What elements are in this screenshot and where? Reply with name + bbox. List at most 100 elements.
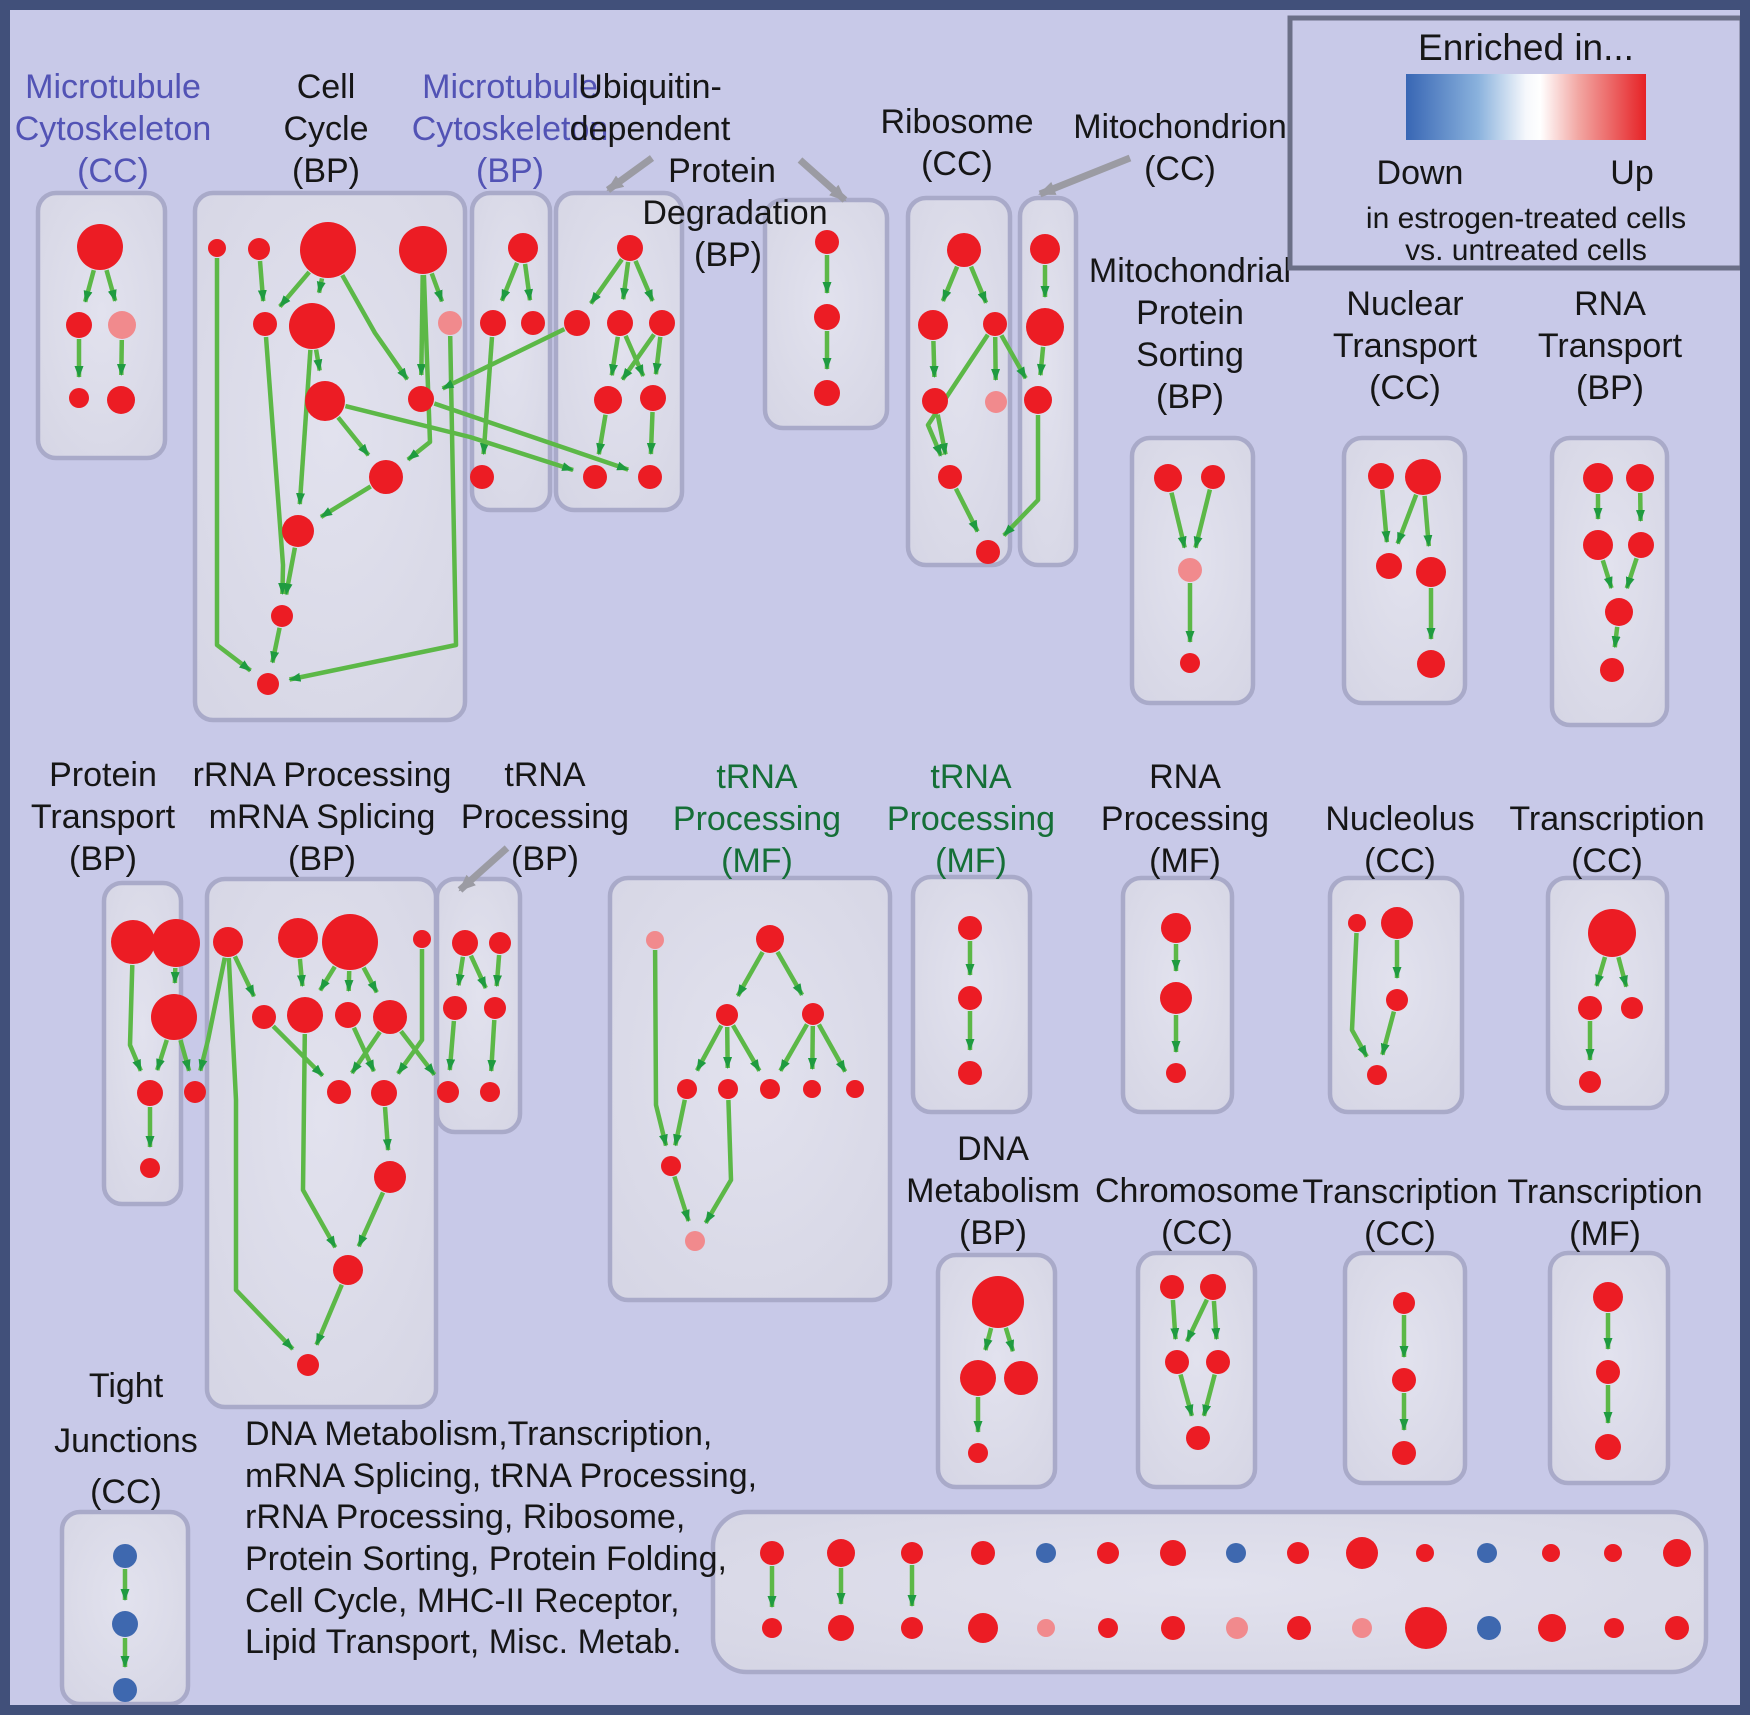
node-cell-cycle-8 bbox=[369, 460, 403, 494]
bottom-strip-top-dot-8 bbox=[1287, 1542, 1309, 1564]
cluster-box-chromosome bbox=[1135, 1250, 1258, 1490]
cluster-label-mitochondrion: Mitochondrion (CC) bbox=[1073, 108, 1287, 188]
label-line: Processing bbox=[461, 798, 629, 836]
node-trna-mf-big-3 bbox=[802, 1003, 824, 1025]
label-line: Ribosome bbox=[880, 103, 1033, 141]
cluster-label-rna-transport: RNA Transport (BP) bbox=[1538, 285, 1683, 407]
bottom-strip-top-dot-5 bbox=[1097, 1542, 1119, 1564]
node-microtubule-bp-3 bbox=[470, 465, 494, 489]
label-line: Transport bbox=[1538, 327, 1683, 365]
edge-rrna-mrna bbox=[351, 1026, 376, 1073]
bottom-strip-top-dot-9 bbox=[1346, 1537, 1378, 1569]
label-line: Tight bbox=[89, 1367, 164, 1405]
edge-trna-mf-big bbox=[807, 1025, 817, 1070]
label-line: Chromosome bbox=[1095, 1172, 1299, 1210]
node-nuclear-transport-1 bbox=[1405, 459, 1441, 495]
node-mito-protein-sorting-0 bbox=[1154, 464, 1182, 492]
node-rna-transport-5 bbox=[1600, 658, 1624, 682]
edge-rrna-mrna bbox=[382, 1106, 392, 1152]
label-line: Protein bbox=[1136, 294, 1244, 332]
node-rna-transport-1 bbox=[1626, 464, 1654, 492]
edge-protein-transport bbox=[127, 964, 143, 1072]
label-line: (CC) bbox=[1144, 150, 1216, 188]
node-rrna-mrna-4 bbox=[252, 1005, 276, 1029]
edge-rna-transport bbox=[1611, 626, 1621, 649]
edge-rrna-mrna bbox=[314, 1283, 344, 1346]
edge-chromosome bbox=[1184, 1298, 1209, 1343]
edge-mito-protein-sorting bbox=[1169, 492, 1187, 549]
node-dna-metabolism-3 bbox=[968, 1443, 988, 1463]
edge-rrna-mrna bbox=[350, 1030, 382, 1075]
edge-chromosome bbox=[1211, 1300, 1221, 1341]
edge-trna-bp bbox=[487, 1019, 497, 1072]
cluster-label-nucleolus: Nucleolus (CC) bbox=[1325, 800, 1474, 880]
bottom-strip-top-dot-12 bbox=[1542, 1544, 1560, 1562]
node-microtubule-cc-0 bbox=[77, 224, 123, 270]
label-line: (CC) bbox=[921, 145, 993, 183]
edge-cell-cycle bbox=[270, 627, 282, 664]
node-ubiquitin-b-2 bbox=[814, 380, 840, 406]
node-chromosome-4 bbox=[1186, 1426, 1210, 1450]
node-rrna-mrna-0 bbox=[213, 927, 243, 957]
edge-rrna-mrna bbox=[226, 957, 295, 1351]
node-rrna-mrna-5 bbox=[287, 997, 323, 1033]
edge-cell-cycle bbox=[313, 349, 323, 372]
node-cell-cycle-5 bbox=[289, 303, 335, 349]
node-cell-cycle-9 bbox=[282, 515, 314, 547]
node-dna-metabolism-1 bbox=[960, 1360, 996, 1396]
edge-chromosome bbox=[1178, 1373, 1195, 1417]
edge-rrna-mrna bbox=[396, 949, 425, 1075]
node-microtubule-cc-3 bbox=[69, 388, 89, 408]
node-rna-transport-0 bbox=[1583, 463, 1613, 493]
node-trna-bp-0 bbox=[452, 930, 478, 956]
cluster-box-mitochondrion-cc bbox=[1017, 195, 1079, 568]
edge-rrna-mrna bbox=[296, 958, 306, 988]
edge-cell-cycle bbox=[283, 547, 298, 596]
node-ribosome-cc-0 bbox=[947, 233, 981, 267]
edge-nucleolus bbox=[1349, 932, 1369, 1058]
edge-cell-cycle bbox=[319, 484, 372, 519]
cluster-label-rrna-mrna: rRNA Processing mRNA Splicing (BP) bbox=[193, 756, 452, 878]
node-cell-cycle-11 bbox=[257, 673, 279, 695]
label-line: (CC) bbox=[1364, 1215, 1436, 1253]
cross-edge-cell-cycle-to-ubiquitin-a bbox=[433, 401, 630, 472]
node-protein-transport-1 bbox=[152, 919, 200, 967]
node-trna-mf-big-5 bbox=[718, 1079, 738, 1099]
node-mito-protein-sorting-3 bbox=[1180, 653, 1200, 673]
node-nuclear-transport-2 bbox=[1376, 553, 1402, 579]
cross-edge-ubiquitin-a-to-cell-cycle bbox=[441, 327, 566, 391]
edge-rrna-mrna bbox=[356, 1191, 386, 1248]
node-ribosome-cc-6 bbox=[976, 540, 1000, 564]
label-line: Processing bbox=[673, 800, 841, 838]
cluster-box-nuclear-transport bbox=[1341, 435, 1468, 706]
label-line: tRNA bbox=[504, 756, 586, 794]
node-tight-junctions-1 bbox=[112, 1611, 138, 1637]
mitochondrion-pointer-arrow-icon bbox=[1038, 154, 1132, 198]
node-trna-mf-big-8 bbox=[846, 1080, 864, 1098]
node-cell-cycle-2 bbox=[300, 222, 356, 278]
edge-trna-bp bbox=[468, 954, 488, 989]
cluster-label-mito-protein-sorting: Mitochondrial Protein Sorting (BP) bbox=[1089, 252, 1291, 416]
cross-edge-cell-cycle-to-ubiquitin-a bbox=[344, 403, 575, 473]
label-line: Nucleolus bbox=[1325, 800, 1474, 838]
trna-bp-pointer-arrow-icon bbox=[457, 845, 510, 893]
bottom-strip-top-dot-1 bbox=[827, 1539, 855, 1567]
node-rna-processing-mf-2 bbox=[1166, 1063, 1186, 1083]
cluster-box-bottom-strip bbox=[710, 1509, 1709, 1675]
edge-rrna-mrna bbox=[232, 955, 257, 998]
label-line: mRNA Splicing bbox=[209, 798, 436, 836]
cluster-box-transcription-cc-upper bbox=[1545, 875, 1670, 1111]
label-line: Cycle bbox=[283, 110, 368, 148]
edge-rna-transport bbox=[1624, 557, 1639, 590]
node-nucleolus-3 bbox=[1367, 1065, 1387, 1085]
edge-ribosome-cc bbox=[929, 340, 939, 378]
label-line: (CC) bbox=[1571, 842, 1643, 880]
bottom-strip-top-dot-14 bbox=[1663, 1539, 1691, 1567]
label-line: Transport bbox=[31, 798, 176, 836]
cluster-label-trna-bp: tRNA Processing (BP) bbox=[461, 756, 629, 878]
label-line: tRNA bbox=[716, 758, 798, 796]
edge-nuclear-transport bbox=[1422, 495, 1433, 548]
cluster-label-ribosome: Ribosome (CC) bbox=[880, 103, 1033, 183]
node-trna-mf-big-7 bbox=[803, 1080, 821, 1098]
